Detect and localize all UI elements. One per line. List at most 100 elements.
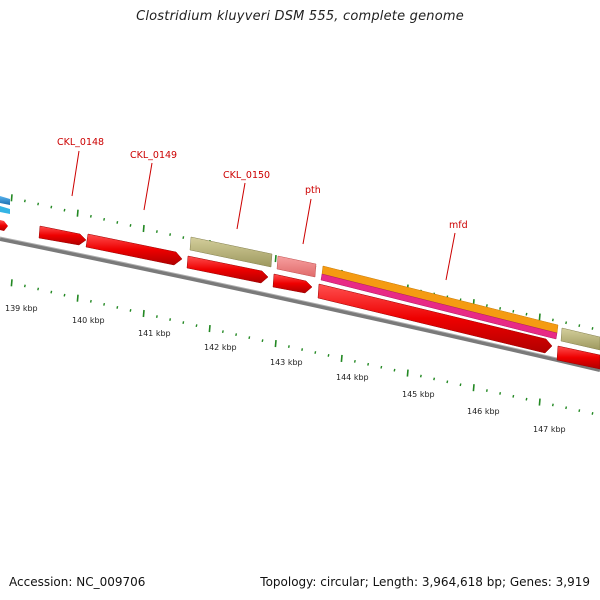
major-tick bbox=[538, 398, 541, 406]
gene-CKL_0150-box[interactable] bbox=[189, 236, 273, 268]
leader-CKL_0148 bbox=[71, 150, 80, 197]
gene-mfd-magenta[interactable] bbox=[320, 273, 558, 340]
minor-tick bbox=[551, 318, 554, 322]
scale-label: 147 kbp bbox=[533, 425, 566, 434]
minor-tick bbox=[248, 336, 251, 340]
minor-tick bbox=[393, 368, 396, 372]
minor-tick bbox=[512, 394, 515, 398]
topology-value: circular bbox=[320, 575, 365, 589]
minor-tick bbox=[433, 377, 436, 381]
gene-label-CKL_0149[interactable]: CKL_0149 bbox=[130, 150, 177, 161]
major-tick bbox=[10, 279, 13, 287]
minor-tick bbox=[591, 412, 594, 415]
major-tick bbox=[406, 369, 409, 377]
minor-tick bbox=[221, 330, 224, 334]
genome-backbone bbox=[0, 237, 600, 372]
gene-label-CKL_0148[interactable]: CKL_0148 bbox=[57, 137, 104, 148]
scale-label: 144 kbp bbox=[336, 373, 369, 382]
minor-tick bbox=[23, 284, 26, 288]
minor-tick bbox=[155, 230, 158, 233]
major-tick bbox=[76, 209, 79, 217]
minor-tick bbox=[512, 309, 515, 313]
minor-tick bbox=[419, 374, 422, 378]
leader-CKL_0150 bbox=[236, 182, 246, 230]
scale-label: 145 kbp bbox=[402, 390, 435, 399]
genes-label: Genes: bbox=[509, 575, 552, 589]
separator: ; bbox=[364, 575, 369, 589]
minor-tick bbox=[182, 236, 185, 239]
outer-tick-row bbox=[10, 194, 594, 330]
minor-tick bbox=[37, 202, 40, 206]
scale-label: 140 kbp bbox=[72, 316, 105, 325]
major-tick bbox=[274, 255, 277, 263]
major-tick bbox=[10, 194, 13, 202]
accession-label: Accession: bbox=[9, 575, 73, 589]
feature-red-lower-3[interactable] bbox=[317, 283, 553, 354]
feature-red-lower-4[interactable] bbox=[556, 345, 600, 370]
major-tick bbox=[208, 325, 211, 333]
length-value: 3,964,618 bp bbox=[421, 575, 502, 589]
feature-cyan-left bbox=[0, 206, 10, 214]
minor-tick bbox=[63, 208, 66, 212]
minor-tick bbox=[301, 348, 304, 351]
scale-tick-row bbox=[10, 279, 594, 415]
gene-label-CKL_0150[interactable]: CKL_0150 bbox=[223, 170, 270, 181]
scale-label: 142 kbp bbox=[204, 343, 237, 352]
major-tick bbox=[142, 309, 145, 318]
minor-tick bbox=[551, 403, 554, 407]
gene-label-pth[interactable]: pth bbox=[305, 185, 321, 196]
genes-value: 3,919 bbox=[555, 575, 590, 589]
major-tick bbox=[274, 340, 277, 348]
minor-tick bbox=[129, 309, 132, 312]
minor-tick bbox=[565, 406, 568, 410]
minor-tick bbox=[485, 389, 488, 392]
genome-backbone-highlight bbox=[0, 236, 600, 369]
minor-tick bbox=[155, 315, 158, 318]
gene-label-mfd[interactable]: mfd bbox=[449, 220, 468, 231]
major-tick bbox=[76, 294, 79, 302]
feature-blue-left bbox=[0, 196, 10, 205]
minor-tick bbox=[23, 199, 26, 203]
scale-label: 139 kbp bbox=[5, 304, 38, 313]
minor-tick bbox=[195, 324, 198, 328]
minor-tick bbox=[485, 304, 488, 307]
minor-tick bbox=[446, 380, 449, 384]
minor-tick bbox=[129, 224, 132, 227]
minor-tick bbox=[565, 321, 568, 325]
gene-CKL_0149-arrow[interactable] bbox=[85, 233, 183, 266]
minor-tick bbox=[103, 302, 106, 306]
major-tick bbox=[472, 384, 475, 392]
minor-tick bbox=[37, 287, 40, 291]
minor-tick bbox=[169, 233, 172, 236]
minor-tick bbox=[353, 359, 356, 363]
topology-label: Topology: bbox=[260, 575, 317, 589]
minor-tick bbox=[103, 217, 106, 221]
accession-info: Accession: NC_009706 bbox=[9, 575, 145, 589]
minor-tick bbox=[327, 354, 330, 357]
accession-value: NC_009706 bbox=[76, 575, 146, 589]
minor-tick bbox=[591, 327, 594, 330]
gene-pth-box[interactable] bbox=[276, 255, 317, 278]
minor-tick bbox=[367, 362, 370, 366]
leader-CKL_0149 bbox=[143, 162, 153, 211]
feature-olive-right bbox=[560, 327, 600, 351]
minor-tick bbox=[380, 365, 383, 369]
minor-tick bbox=[50, 205, 53, 209]
gene-CKL_0148-arrow[interactable] bbox=[38, 225, 87, 246]
minor-tick bbox=[578, 324, 581, 328]
feature-red-lower-2[interactable] bbox=[272, 273, 313, 294]
minor-tick bbox=[116, 220, 119, 224]
minor-tick bbox=[50, 290, 53, 294]
minor-tick bbox=[235, 333, 238, 337]
feature-red-lower-1[interactable] bbox=[186, 255, 269, 284]
leader-mfd bbox=[445, 232, 456, 281]
minor-tick bbox=[89, 214, 92, 218]
separator: ; bbox=[501, 575, 507, 589]
major-tick bbox=[142, 224, 145, 233]
scale-label: 141 kbp bbox=[138, 329, 171, 338]
minor-tick bbox=[499, 392, 502, 395]
major-tick bbox=[340, 354, 343, 362]
genome-stats: Topology: circular; Length: 3,964,618 bp… bbox=[260, 575, 590, 589]
minor-tick bbox=[314, 351, 317, 354]
minor-tick bbox=[182, 321, 185, 324]
